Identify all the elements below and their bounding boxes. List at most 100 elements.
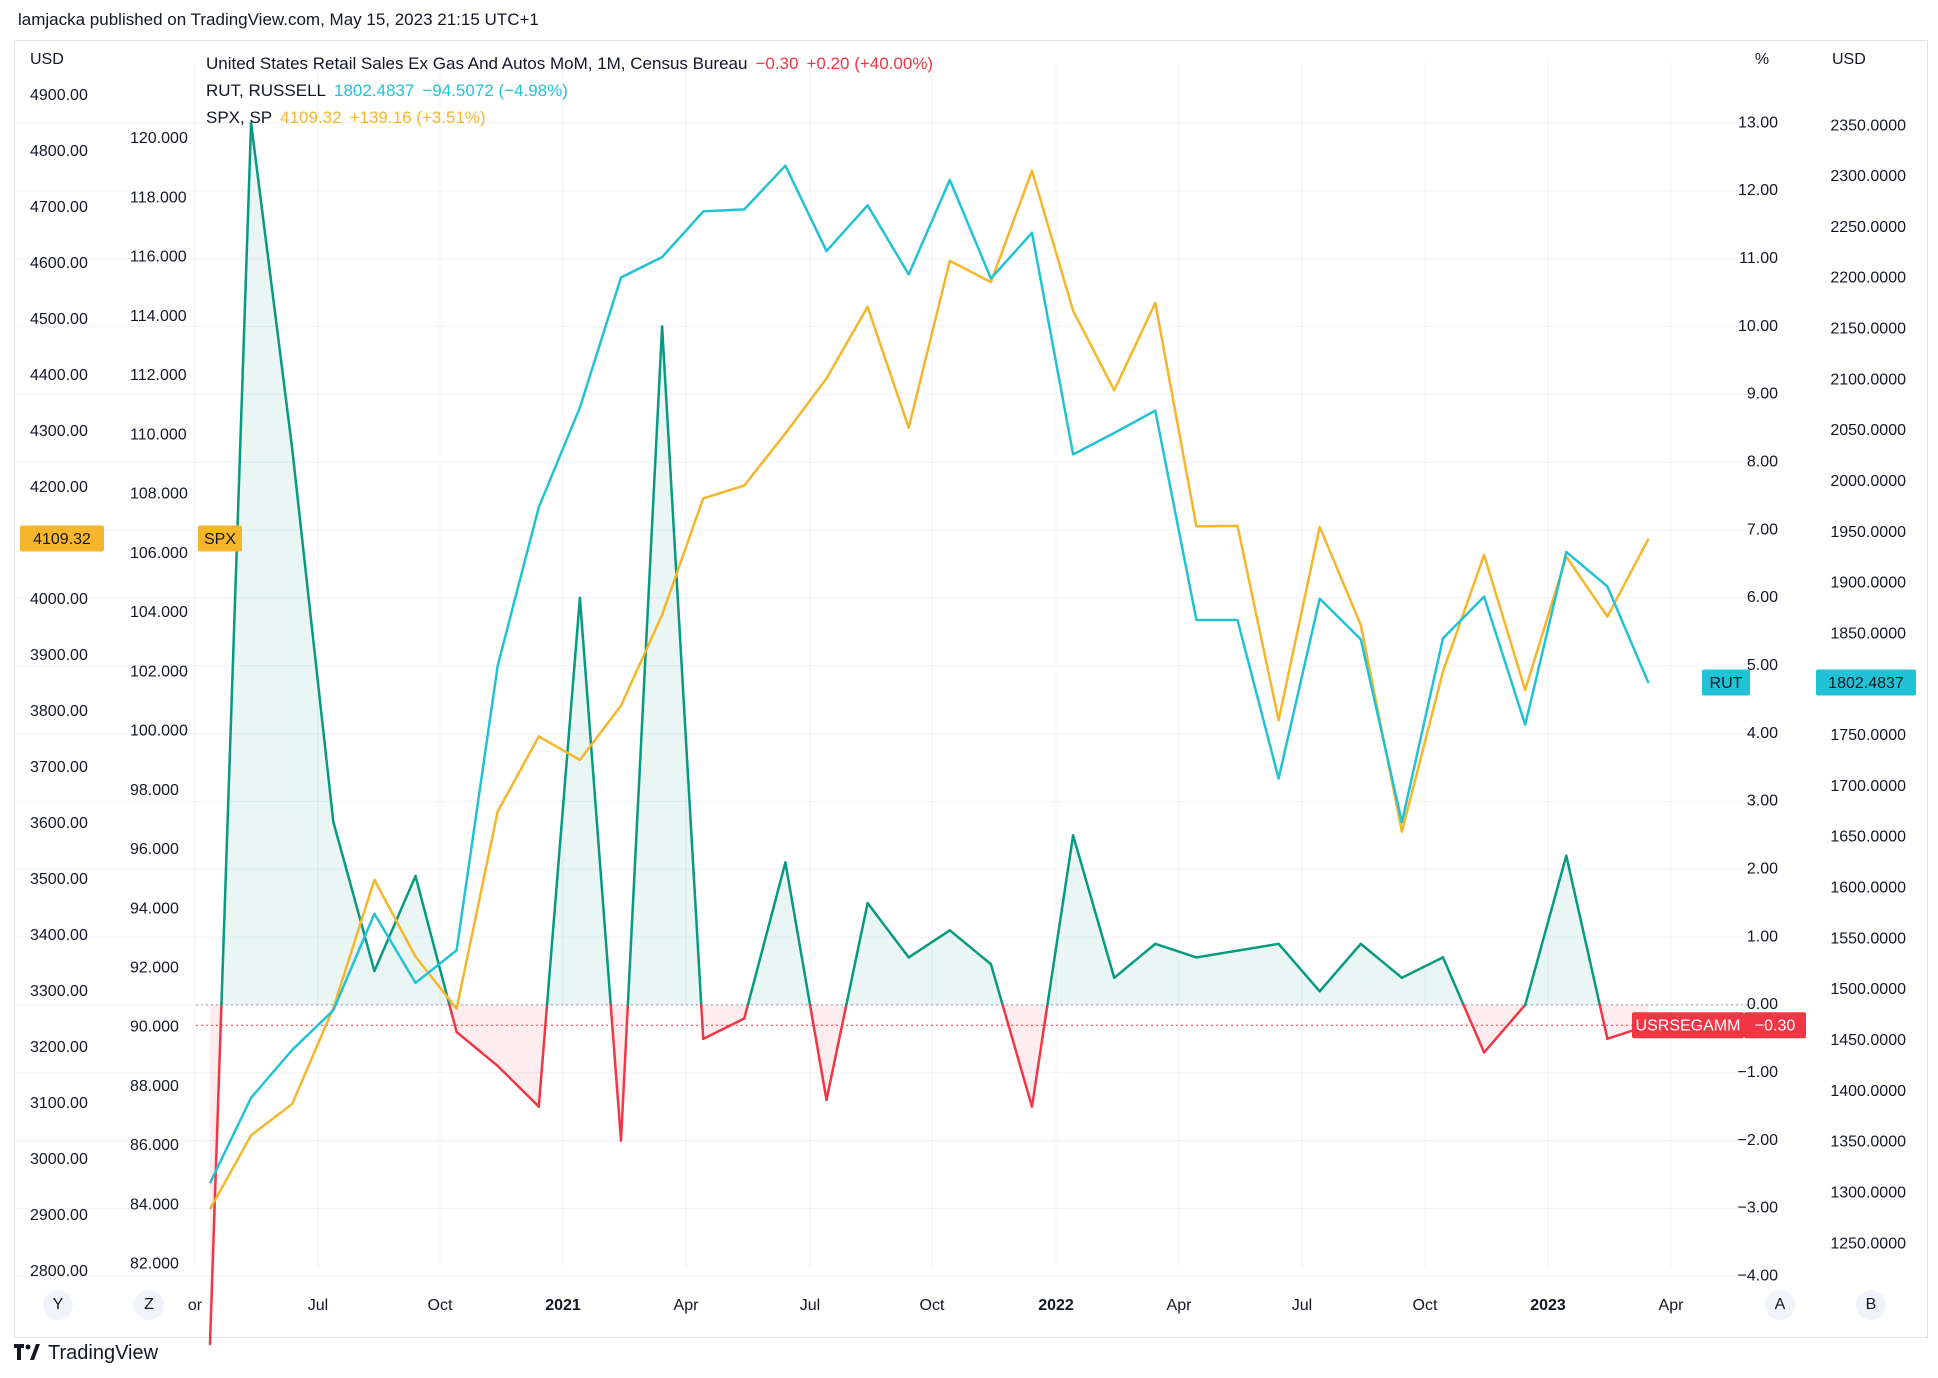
retail-line-segment-down	[619, 1003, 630, 1142]
left2-axis-tick: 82.000	[130, 1256, 179, 1273]
pct-axis-tick: −1.00	[1738, 1064, 1779, 1081]
range-z-button[interactable]: Z	[134, 1290, 164, 1320]
range-y-button[interactable]: Y	[43, 1290, 73, 1320]
retail-area-positive	[1278, 943, 1320, 1005]
retail-line-segment-up	[373, 874, 417, 973]
retail-line-segment-up	[578, 596, 612, 1007]
x-tick-label: Jul	[1292, 1297, 1312, 1314]
spx-tag-label-bg	[198, 525, 242, 552]
retail-line-segment-up	[746, 861, 787, 1007]
pct-axis-tick: 11.00	[1739, 250, 1778, 267]
x-tick-label: Oct	[920, 1297, 945, 1314]
left2-axis-tick: 86.000	[130, 1137, 179, 1154]
left2-axis-tick: 110.000	[130, 426, 187, 443]
rut-axis-tick: 1500.0000	[1830, 981, 1906, 998]
scale-a-button[interactable]: A	[1765, 1290, 1795, 1320]
left2-axis-tick: 98.000	[130, 782, 179, 799]
spx-axis-tick: 3900.00	[30, 647, 88, 664]
pct-axis-tick: 7.00	[1747, 521, 1778, 538]
pct-axis-tick: 6.00	[1747, 589, 1778, 606]
spx-axis-tick: 3600.00	[30, 815, 88, 832]
left2-axis-tick: 102.000	[130, 663, 188, 680]
rut-axis-tick: 2250.0000	[1830, 219, 1906, 236]
left2-axis-tick: 116.000	[130, 249, 187, 266]
scale-b-button[interactable]: B	[1856, 1290, 1886, 1320]
retail-line-segment-up	[866, 901, 910, 959]
retail-line-segment-up	[660, 325, 703, 1007]
spx-line[interactable]	[208, 169, 1650, 1210]
rut-axis-tick: 1900.0000	[1830, 575, 1906, 592]
spx-axis-tick: 4500.00	[30, 311, 88, 328]
legend-spx-value: 4109.32	[280, 108, 342, 127]
retail-line-segment-up	[1441, 956, 1465, 1007]
x-tick-label: Oct	[428, 1297, 453, 1314]
retail-line-segment-down	[1482, 1003, 1527, 1054]
retail-area-positive	[949, 930, 991, 1005]
retail-line-segment-down	[208, 1003, 223, 1346]
rut-line[interactable]	[208, 164, 1650, 1184]
left2-axis-tick: 114.000	[130, 308, 187, 325]
legend-rut[interactable]: RUT, RUSSELL 1802.4837 −94.5072 (−4.98%)	[206, 77, 941, 104]
spx-axis-tick: 3300.00	[30, 983, 88, 1000]
retail-line-segment-up	[845, 901, 869, 1007]
retail-line-segment-down	[825, 1003, 848, 1102]
pct-axis-tick: 8.00	[1747, 453, 1778, 470]
rut-axis-tick: 1950.0000	[1830, 524, 1906, 541]
retail-line-segment-down	[808, 1003, 828, 1102]
rut-axis-tick: 1750.0000	[1830, 727, 1906, 744]
legend-spx-name: SPX, SP	[206, 108, 273, 127]
retail-tag-label: USRSEGAMM	[1636, 1017, 1741, 1034]
rut-price-label: 1802.4837	[1828, 675, 1904, 692]
retail-area-positive	[1155, 943, 1197, 1005]
retail-line-segment-up	[1565, 854, 1602, 1007]
retail-area-positive	[251, 123, 293, 1005]
retail-line-segment-up	[249, 121, 294, 450]
legend-spx-change: +139.16 (+3.51%)	[349, 108, 486, 127]
retail-line-segment-up	[545, 596, 582, 1007]
x-tick-label: Apr	[1659, 1297, 1685, 1314]
retail-line-segment-down	[743, 1003, 750, 1020]
spx-tag-label: SPX	[204, 531, 236, 548]
rut-tag-label: RUT	[1710, 675, 1743, 692]
legend-retail-change: +0.20 (+40.00%)	[806, 54, 934, 73]
legend-retail-name: United States Retail Sales Ex Gas And Au…	[206, 54, 748, 73]
spx-axis-tick: 4700.00	[30, 199, 88, 216]
rut-axis-tick: 1450.0000	[1830, 1032, 1906, 1049]
spx-axis-tick: 3100.00	[30, 1095, 88, 1112]
retail-line-segment-down	[1462, 1003, 1486, 1054]
retail-price-label-bg	[1744, 1012, 1806, 1039]
left2-axis-tick: 106.000	[130, 545, 188, 562]
footer-brand[interactable]: TradingView	[14, 1340, 158, 1366]
x-tick-label: Jul	[308, 1297, 328, 1314]
spx-axis-tick: 4200.00	[30, 479, 88, 496]
rut-axis-tick: 2050.0000	[1830, 422, 1906, 439]
retail-area-positive	[1237, 943, 1279, 1005]
retail-line-segment-down	[609, 1003, 623, 1142]
rut-axis-tick: 1700.0000	[1830, 778, 1906, 795]
retail-line-segment-down	[1030, 1003, 1049, 1108]
retail-line-segment-up	[1046, 834, 1075, 1007]
spx-price-label-bg	[20, 525, 104, 552]
legend-rut-change: −94.5072 (−4.98%)	[422, 81, 568, 100]
legend-spx[interactable]: SPX, SP 4109.32 +139.16 (+3.51%)	[206, 104, 941, 131]
retail-line-segment-up	[907, 929, 952, 959]
retail-line-segment-down	[496, 1064, 541, 1108]
rut-axis-tick: 1350.0000	[1830, 1134, 1906, 1151]
legend: United States Retail Sales Ex Gas And Au…	[206, 50, 941, 131]
legend-retail[interactable]: United States Retail Sales Ex Gas And Au…	[206, 50, 941, 77]
retail-line-segment-up	[1359, 942, 1404, 980]
retail-line-segment-down	[699, 1003, 705, 1041]
retail-line-segment-up	[948, 929, 993, 966]
left2-axis-tick: 88.000	[130, 1078, 179, 1095]
right-axis-unit-label: USD	[1832, 51, 1866, 68]
retail-line-segment-down	[701, 1017, 746, 1041]
left2-axis-tick: 100.000	[130, 723, 188, 740]
retail-line-segment-down	[1001, 1003, 1034, 1108]
spx-axis-tick: 4000.00	[30, 591, 88, 608]
rut-price-label-bg	[1816, 669, 1916, 696]
left-axis-unit-label: USD	[30, 51, 64, 68]
left2-axis-tick: 104.000	[130, 604, 188, 621]
spx-axis-tick: 3200.00	[30, 1039, 88, 1056]
x-tick-label: Apr	[674, 1297, 700, 1314]
